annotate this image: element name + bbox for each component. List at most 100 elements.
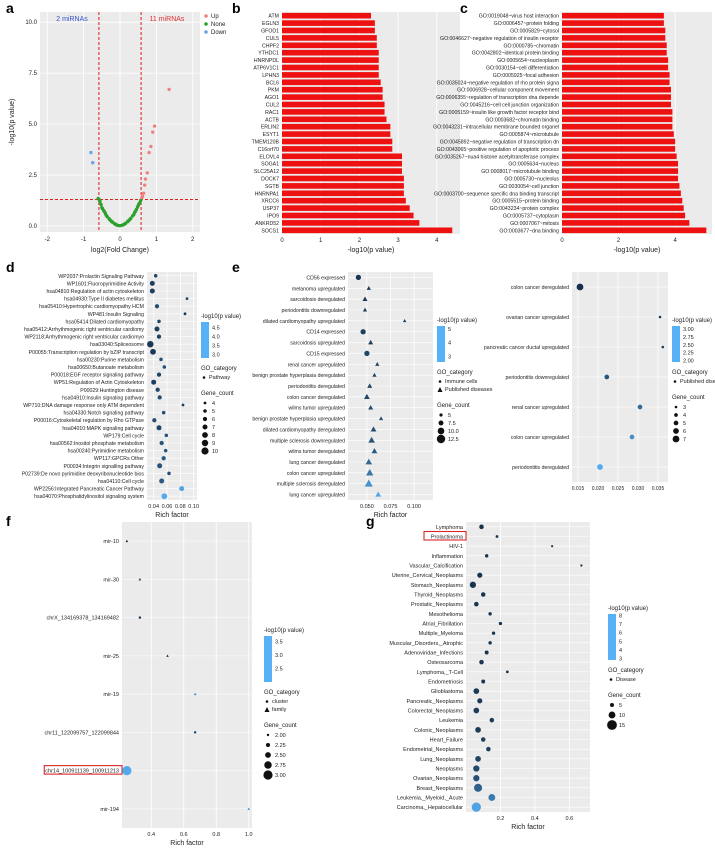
category-label: GO:0003700~sequence specific dna binding… xyxy=(434,191,560,197)
color-scale-tick: 3.5 xyxy=(275,639,283,645)
size-key-circle xyxy=(672,435,680,443)
data-point xyxy=(473,688,480,695)
data-point xyxy=(475,726,481,733)
legend-title-size: Gene_count xyxy=(672,395,705,401)
category-label: GO:0042802~identical protein binding xyxy=(472,51,559,57)
category-label: SGTB xyxy=(265,184,280,190)
bar xyxy=(282,109,385,115)
bar-chart-go: 0 2 4GO:0019048~virus host interactionGO:0… xyxy=(433,12,712,254)
point-up xyxy=(149,144,153,149)
size-key-circle xyxy=(610,703,614,707)
bar xyxy=(562,175,679,182)
size-key-label: 7 xyxy=(683,437,686,443)
point-none xyxy=(126,219,130,224)
category-label: mir-19 xyxy=(103,692,119,698)
legend-title-color: -log10(p value) xyxy=(608,606,648,612)
category-label: hsa03040:Spliceosome xyxy=(90,342,144,348)
category-label: ATP6V1C1 xyxy=(253,66,279,72)
category-label: GO:0003682~chromatin binding xyxy=(485,117,559,123)
bar xyxy=(282,49,379,56)
data-point xyxy=(193,731,197,734)
data-point xyxy=(152,418,157,423)
size-key-circle xyxy=(674,405,678,409)
data-point xyxy=(661,345,665,349)
data-point xyxy=(164,433,169,438)
point-none xyxy=(99,202,103,207)
color-scale-tick: 7 xyxy=(619,622,622,628)
color-scale-tick: 3 xyxy=(448,354,451,360)
data-point xyxy=(167,471,171,476)
data-point xyxy=(477,572,483,578)
point-up xyxy=(147,150,151,155)
data-triangle xyxy=(371,448,378,454)
category-label: USP37 xyxy=(263,206,280,212)
bar xyxy=(282,175,404,182)
category-label: CD14 expressed xyxy=(306,330,345,336)
category-label: GO:0019048~virus host interaction xyxy=(479,14,559,20)
x-tick-label: 0.035 xyxy=(652,486,665,492)
x-tick-label: 0 xyxy=(118,237,122,243)
bar xyxy=(562,220,690,226)
category-label: WP1601:Fluoropyrimidine Activity xyxy=(67,281,145,287)
shape-key-label: Published diseases xyxy=(680,379,715,385)
data-point xyxy=(498,621,503,626)
category-label: Muscular_Disorders,_Atrophic xyxy=(389,641,463,647)
shape-key-label: cluster xyxy=(272,699,288,705)
size-key-label: 4 xyxy=(683,413,686,419)
color-scale-tick: 2.75 xyxy=(683,335,694,341)
x-tick-label: 0.04 xyxy=(148,504,159,510)
data-point xyxy=(480,737,486,742)
category-label: mir-30 xyxy=(103,577,119,583)
data-triangle xyxy=(247,807,251,810)
data-point xyxy=(157,319,161,324)
bubble-chart-disease-enrichment: 0.2 0.4 0.6 Lymphoma Prolactinoma HIV-1 Inflam… xyxy=(389,522,648,831)
data-point xyxy=(150,348,156,355)
size-key-circle xyxy=(439,413,443,417)
bar xyxy=(562,131,674,137)
color-scale-tick: 6 xyxy=(619,631,622,637)
category-label: colon cancer upregulated xyxy=(511,435,569,441)
data-point xyxy=(149,280,155,286)
x-tick-label: -1 xyxy=(81,237,87,243)
data-triangle xyxy=(367,383,373,388)
category-label: GO:0005634~nucleus xyxy=(508,162,559,168)
legend-key-down xyxy=(204,30,208,34)
category-label: GO:0006457~protein folding xyxy=(494,21,559,27)
category-label: wilms tumor upregulated xyxy=(288,406,345,412)
category-label: XRCC6 xyxy=(261,199,279,205)
point-none xyxy=(137,202,141,206)
bar xyxy=(562,72,670,78)
category-label: hsa00562:Inositol phosphate metabolism xyxy=(50,441,144,447)
legend-label: None xyxy=(211,22,226,28)
category-label: renal cancer upregulated xyxy=(288,362,346,368)
bar xyxy=(562,168,679,174)
legend-title-size: Gene_count xyxy=(201,391,234,397)
data-point xyxy=(159,478,165,484)
category-label: pancreatic cancer ductal upregulated xyxy=(484,345,569,351)
category-label: DOCK7 xyxy=(261,177,279,183)
point-none xyxy=(135,205,140,209)
shape-key-triangle xyxy=(264,707,270,712)
data-point xyxy=(474,601,479,607)
bar xyxy=(562,64,669,71)
category-label: WP179:Cell cycle xyxy=(103,433,144,439)
data-point xyxy=(480,592,486,597)
category-label: GO:0005925~focal adhesion xyxy=(493,73,559,79)
category-label: RAC1 xyxy=(265,110,279,116)
bar xyxy=(282,227,453,234)
data-point xyxy=(479,524,484,530)
shape-key-label: Immune cells xyxy=(445,379,478,385)
data-point xyxy=(481,679,486,684)
legend-title-size: Gene_count xyxy=(437,403,470,409)
color-scale-bar xyxy=(672,326,680,362)
bar xyxy=(562,27,666,34)
category-label: lung cancer deregulated xyxy=(289,460,345,466)
category-label: dilated cardiomyopathy upregulated xyxy=(263,319,345,325)
data-triangle xyxy=(125,539,129,543)
legend-title-color: -log10(p value) xyxy=(264,628,304,634)
data-point xyxy=(637,404,643,410)
point-none xyxy=(113,222,118,226)
bar xyxy=(282,86,383,93)
legend-title-shape: GO_category xyxy=(201,366,237,372)
y-tick-label: 7.5 xyxy=(29,71,38,77)
